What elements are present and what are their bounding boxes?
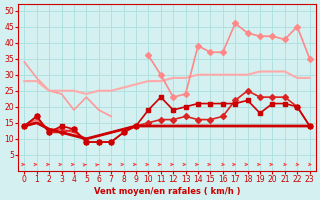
X-axis label: Vent moyen/en rafales ( km/h ): Vent moyen/en rafales ( km/h ): [94, 187, 240, 196]
